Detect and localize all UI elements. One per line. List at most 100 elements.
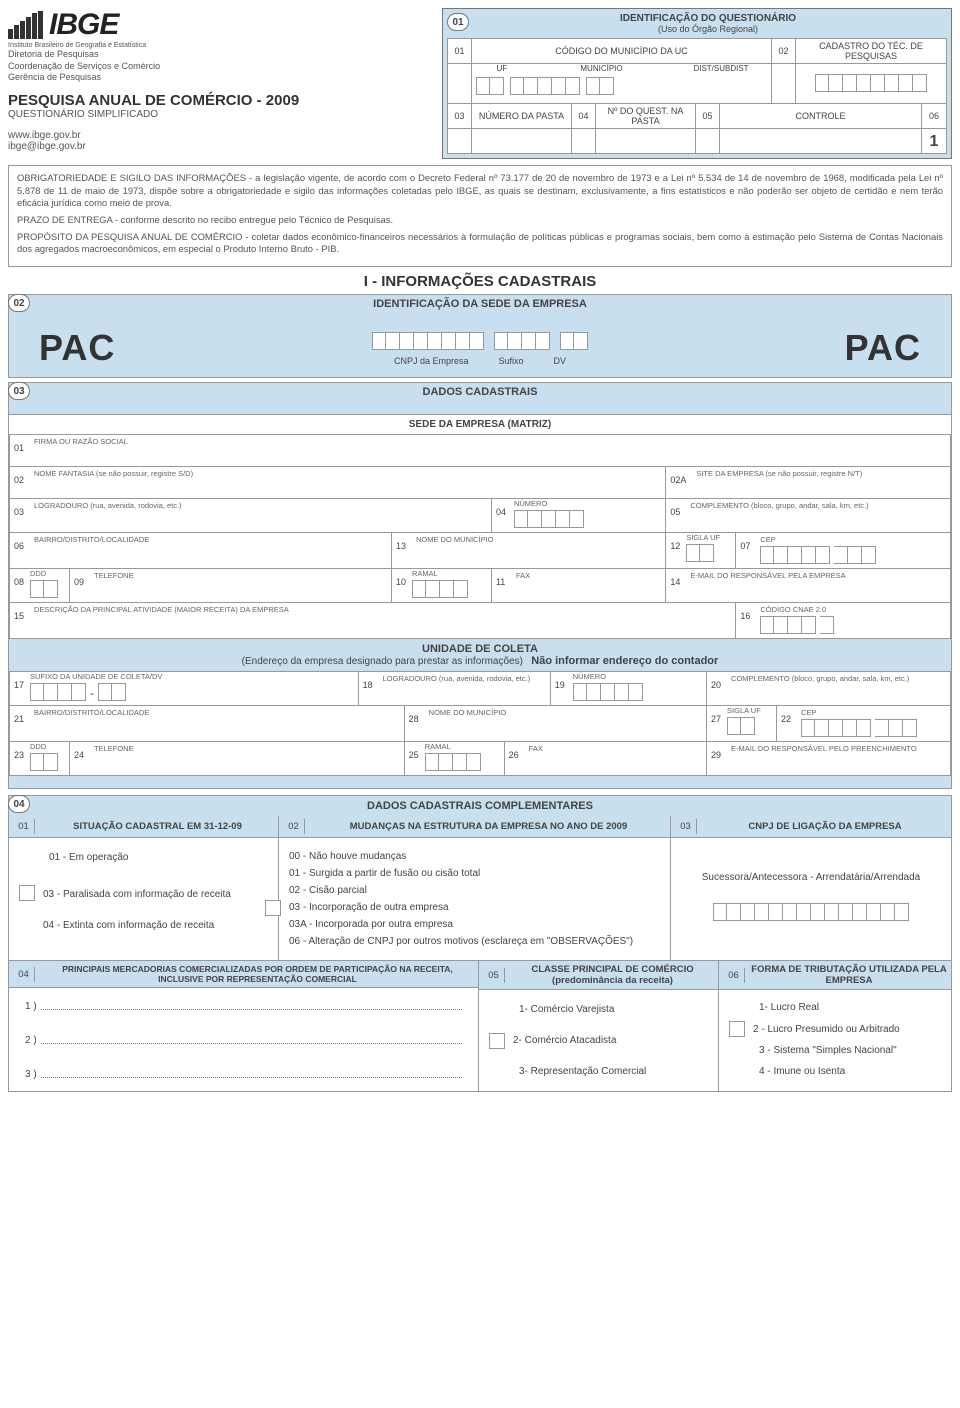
legal-box: OBRIGATORIEDADE E SIGILO DAS INFORMAÇÕES… xyxy=(8,165,952,267)
coleta-title: UNIDADE DE COLETA xyxy=(422,643,538,655)
f02-label: NOME FANTASIA (se não possuir, registre … xyxy=(10,467,665,478)
pac-right: PAC xyxy=(845,327,921,369)
block-04: 04 DADOS CADASTRAIS COMPLEMENTARES 01SIT… xyxy=(8,795,952,1092)
c05-o1: 1- Comércio Varejista xyxy=(489,1000,708,1019)
f13-label: NOME DO MUNICÍPIO xyxy=(392,533,665,544)
c05-head: CLASSE PRINCIPAL DE COMÉRCIO (predominân… xyxy=(511,964,714,986)
block-03: 03 DADOS CADASTRAIS SEDE DA EMPRESA (MAT… xyxy=(8,382,952,789)
pasta-input[interactable] xyxy=(472,129,572,153)
ident-n01: 01 xyxy=(452,46,467,56)
block-04-num: 04 xyxy=(8,795,30,813)
org-line-1: Diretoria de Pesquisas xyxy=(8,49,434,61)
org-line-2: Coordenação de Serviços e Comércio xyxy=(8,61,434,73)
ident-n03: 03 xyxy=(452,111,467,121)
survey-email: ibge@ibge.gov.br xyxy=(8,141,434,152)
ident-title: IDENTIFICAÇÃO DO QUESTIONÁRIO xyxy=(469,13,947,24)
cnpj-input[interactable] xyxy=(372,330,484,354)
f03-label: LOGRADOURO (rua, avenida, rodovia, etc.) xyxy=(10,499,491,510)
dv-input[interactable] xyxy=(560,330,588,354)
c01-head: SITUAÇÃO CADASTRAL EM 31-12-09 xyxy=(41,821,274,832)
c01-o4: 04 - Extinta com informação de receita xyxy=(19,916,268,935)
merc-line-2[interactable] xyxy=(41,1030,462,1044)
c02-o02: 02 - Cisão parcial xyxy=(289,882,660,899)
page-one: 1 xyxy=(922,129,946,153)
c06-o1: 1- Lucro Real xyxy=(729,1000,941,1015)
c06-checkbox[interactable] xyxy=(729,1021,745,1037)
cadastro-input[interactable] xyxy=(800,72,942,96)
ident-n05: 05 xyxy=(700,111,715,121)
ident-controle: CONTROLE xyxy=(724,111,917,121)
c02-head: MUDANÇAS NA ESTRUTURA DA EMPRESA NO ANO … xyxy=(311,821,666,832)
cnpj-ligacao-input[interactable] xyxy=(681,901,941,925)
ident-n02: 02 xyxy=(776,46,791,56)
f15-label: DESCRIÇÃO DA PRINCIPAL ATIVIDADE (MAIOR … xyxy=(10,603,735,614)
cnpj-label: CNPJ da Empresa xyxy=(394,356,469,366)
c05-checkbox[interactable] xyxy=(489,1033,505,1049)
c02-o03A: 03A - Incorporada por outra empresa xyxy=(289,916,660,933)
controle-input[interactable] xyxy=(720,129,922,153)
header: IBGE Instituto Brasileiro de Geografia e… xyxy=(8,8,952,159)
c06-o3: 3 - Sistema "Simples Nacional" xyxy=(729,1043,941,1058)
dv-label: DV xyxy=(554,356,567,366)
block-04-title: DADOS CADASTRAIS COMPLEMENTARES xyxy=(15,800,945,812)
block-03-title: DADOS CADASTRAIS xyxy=(15,386,945,398)
c02-o03: 03 - Incorporação de outra empresa xyxy=(289,899,449,916)
c06-head: FORMA DE TRIBUTAÇÃO UTILIZADA PELA EMPRE… xyxy=(751,964,947,986)
sufixo-label: Sufixo xyxy=(499,356,524,366)
c02-o01: 01 - Surgida a partir de fusão ou cisão … xyxy=(289,865,660,882)
quest-input[interactable] xyxy=(596,129,696,153)
header-left: IBGE Instituto Brasileiro de Geografia e… xyxy=(8,8,434,159)
ident-cadastro: CADASTRO DO TÉC. DE PESQUISAS xyxy=(800,41,942,61)
c03-head: CNPJ DE LIGAÇÃO DA EMPRESA xyxy=(703,821,947,832)
legal-p3: PROPÓSITO DA PESQUISA ANUAL DE COMÉRCIO … xyxy=(17,231,943,256)
survey-title: PESQUISA ANUAL DE COMÉRCIO - 2009 xyxy=(8,92,434,109)
org-line-3: Gerência de Pesquisas xyxy=(8,72,434,84)
survey-url: www.ibge.gov.br xyxy=(8,130,434,141)
ident-n06: 06 xyxy=(926,111,942,121)
c02-checkbox[interactable] xyxy=(265,900,281,916)
ident-uf-label: UF xyxy=(472,64,532,73)
ident-cod-municipio: CÓDIGO DO MUNICÍPIO DA UC xyxy=(476,46,767,56)
ident-municipio-label: MUNICÍPIO xyxy=(532,64,671,73)
f01-label: FIRMA OU RAZÃO SOCIAL xyxy=(10,435,950,446)
pac-left: PAC xyxy=(39,327,115,369)
c01-o1: 01 - Em operação xyxy=(19,848,268,867)
block-02-num: 02 xyxy=(8,294,30,312)
c06-o4: 4 - Imune ou Isenta xyxy=(729,1064,941,1079)
survey-subtitle: QUESTIONÁRIO SIMPLIFICADO xyxy=(8,109,434,120)
coleta-sub: (Endereço da empresa designado para pres… xyxy=(242,656,523,667)
coleta-warn: Não informar endereço do contador xyxy=(531,655,718,667)
c05-o2: 2- Comércio Atacadista xyxy=(513,1031,616,1050)
c02-o06: 06 - Alteração de CNPJ por outros motivo… xyxy=(289,933,660,950)
c05-o3: 3- Representação Comercial xyxy=(489,1062,708,1081)
legal-p1: OBRIGATORIEDADE E SIGILO DAS INFORMAÇÕES… xyxy=(17,172,943,210)
ibge-logo-icon xyxy=(8,11,43,39)
logo-text: IBGE xyxy=(49,8,118,42)
ident-block-num: 01 xyxy=(447,13,469,31)
block-03-sub: SEDE DA EMPRESA (MATRIZ) xyxy=(9,415,951,434)
c04-head: PRINCIPAIS MERCADORIAS COMERCIALIZADAS P… xyxy=(41,964,474,984)
sufixo-input[interactable] xyxy=(494,330,550,354)
municipio-input[interactable] xyxy=(510,75,580,99)
c01-o3: 03 - Paralisada com informação de receit… xyxy=(43,885,268,904)
merc-line-3[interactable] xyxy=(41,1064,462,1078)
c01-checkbox[interactable] xyxy=(19,885,35,901)
dist-input[interactable] xyxy=(586,75,614,99)
f02a-label: SITE DA EMPRESA (se não possuir, registr… xyxy=(666,467,950,478)
f05-label: COMPLEMENTO (bloco, grupo, andar, sala, … xyxy=(666,499,950,510)
ident-quest: Nº DO QUEST. NA PASTA xyxy=(600,106,691,126)
ident-pasta: NÚMERO DA PASTA xyxy=(476,111,567,121)
merc-line-1[interactable] xyxy=(41,996,462,1010)
block-03-num: 03 xyxy=(8,382,30,400)
ident-subtitle: (Uso do Órgão Regional) xyxy=(469,24,947,34)
c02-o00: 00 - Não houve mudanças xyxy=(289,848,660,865)
legal-p2: PRAZO DE ENTREGA - conforme descrito no … xyxy=(17,214,943,227)
logo-tagline: Instituto Brasileiro de Geografia e Esta… xyxy=(8,42,434,49)
f06-label: BAIRRO/DISTRITO/LOCALIDADE xyxy=(10,533,391,544)
section-1-title: I - INFORMAÇÕES CADASTRAIS xyxy=(8,273,952,290)
ident-dist-label: DIST/SUBDIST xyxy=(671,64,771,73)
ident-n04: 04 xyxy=(576,111,591,121)
block-02-title: IDENTIFICAÇÃO DA SEDE DA EMPRESA xyxy=(15,298,945,310)
c06-o2: 2 - Lucro Presumido ou Arbitrado xyxy=(753,1022,900,1037)
uf-input[interactable] xyxy=(476,75,504,99)
